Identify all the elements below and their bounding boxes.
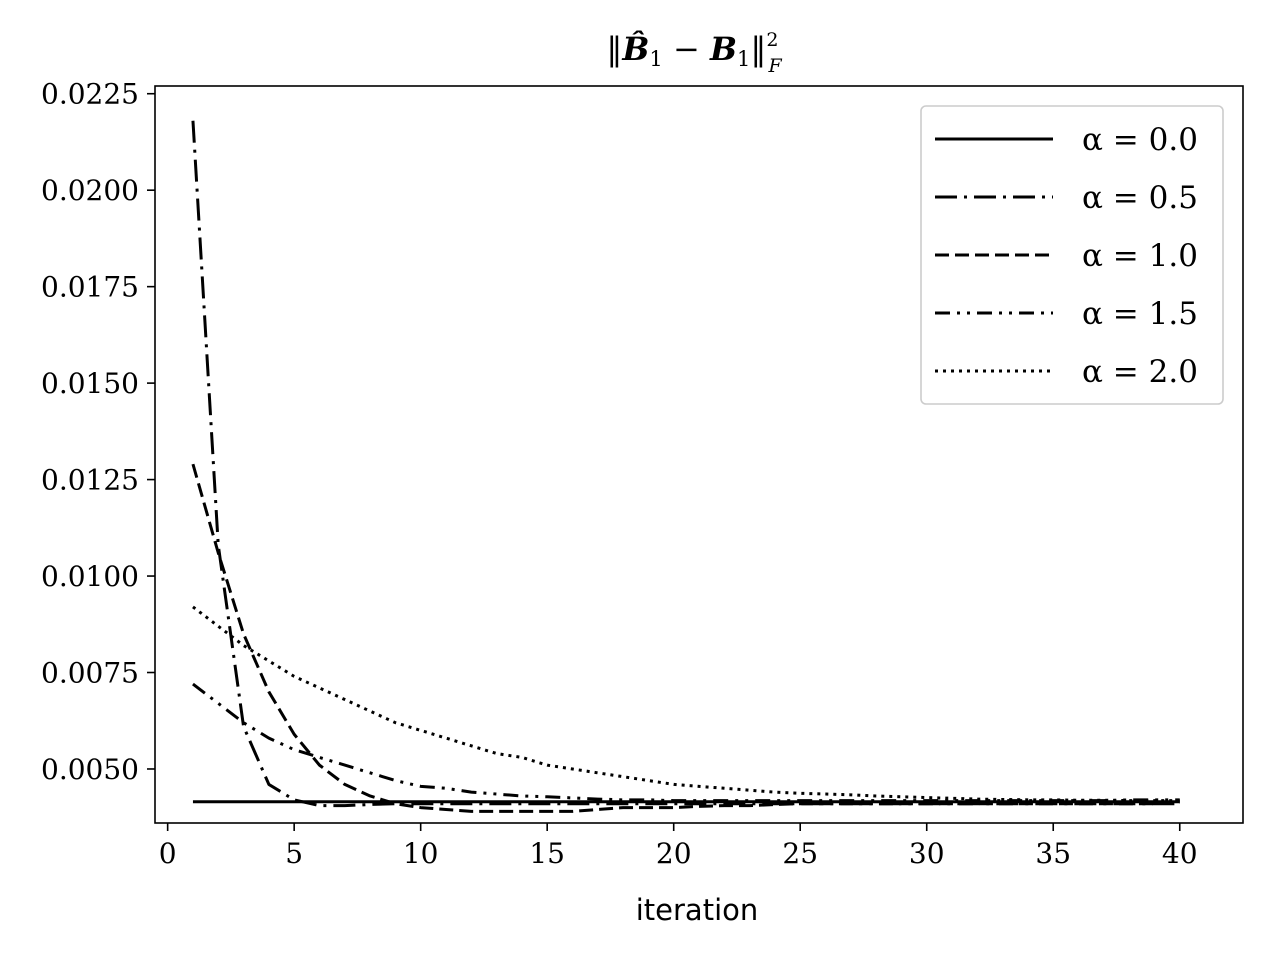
x-tick-label: 10	[403, 837, 439, 870]
x-tick-label: 5	[285, 837, 303, 870]
series-line-2	[191, 463, 1180, 813]
y-tick-label: 0.0050	[41, 753, 139, 786]
x-tick-label: 30	[909, 837, 945, 870]
legend-label-1: α = 0.5	[1082, 180, 1198, 216]
legend-label-4: α = 2.0	[1082, 354, 1198, 390]
legend-box	[920, 105, 1224, 405]
y-tick-label: 0.0225	[41, 78, 139, 111]
x-tick-label: 40	[1162, 837, 1198, 870]
x-tick-label: 25	[782, 837, 818, 870]
legend-label-0: α = 0.0	[1082, 122, 1198, 158]
series-line-3	[192, 682, 1180, 803]
legend-label-2: α = 1.0	[1082, 238, 1198, 274]
y-tick-label: 0.0200	[41, 174, 139, 207]
y-tick-label: 0.0100	[41, 560, 139, 593]
series-layer	[191, 120, 1180, 813]
series-line-4	[192, 605, 1180, 803]
y-tick-label: 0.0150	[41, 367, 139, 400]
legend-label-3: α = 1.5	[1082, 296, 1198, 332]
ticks-layer: 0 5 10 15 20 25 30 35 40 0.0050 0.0075 0.0100 0.0125…	[41, 78, 1198, 870]
x-tick-label: 35	[1035, 837, 1071, 870]
y-tick-label: 0.0125	[41, 464, 139, 497]
plot-frame	[154, 85, 1244, 824]
y-tick-label: 0.0075	[41, 657, 139, 690]
x-tick-label: 15	[529, 837, 565, 870]
legend: α = 0.0 α = 0.5 α = 1.0 α = 1.5 α = 2.0	[920, 105, 1224, 405]
y-tick-label: 0.0175	[41, 271, 139, 304]
series-line-1	[191, 120, 1180, 808]
chart-title: ‖B̂1 − B1‖2 F	[606, 29, 782, 77]
x-axis-label: iteration	[636, 893, 759, 927]
x-tick-label: 0	[159, 837, 177, 870]
legend-items: α = 0.0 α = 0.5 α = 1.0 α = 1.5 α = 2.0	[935, 122, 1198, 390]
x-tick-label: 20	[656, 837, 692, 870]
